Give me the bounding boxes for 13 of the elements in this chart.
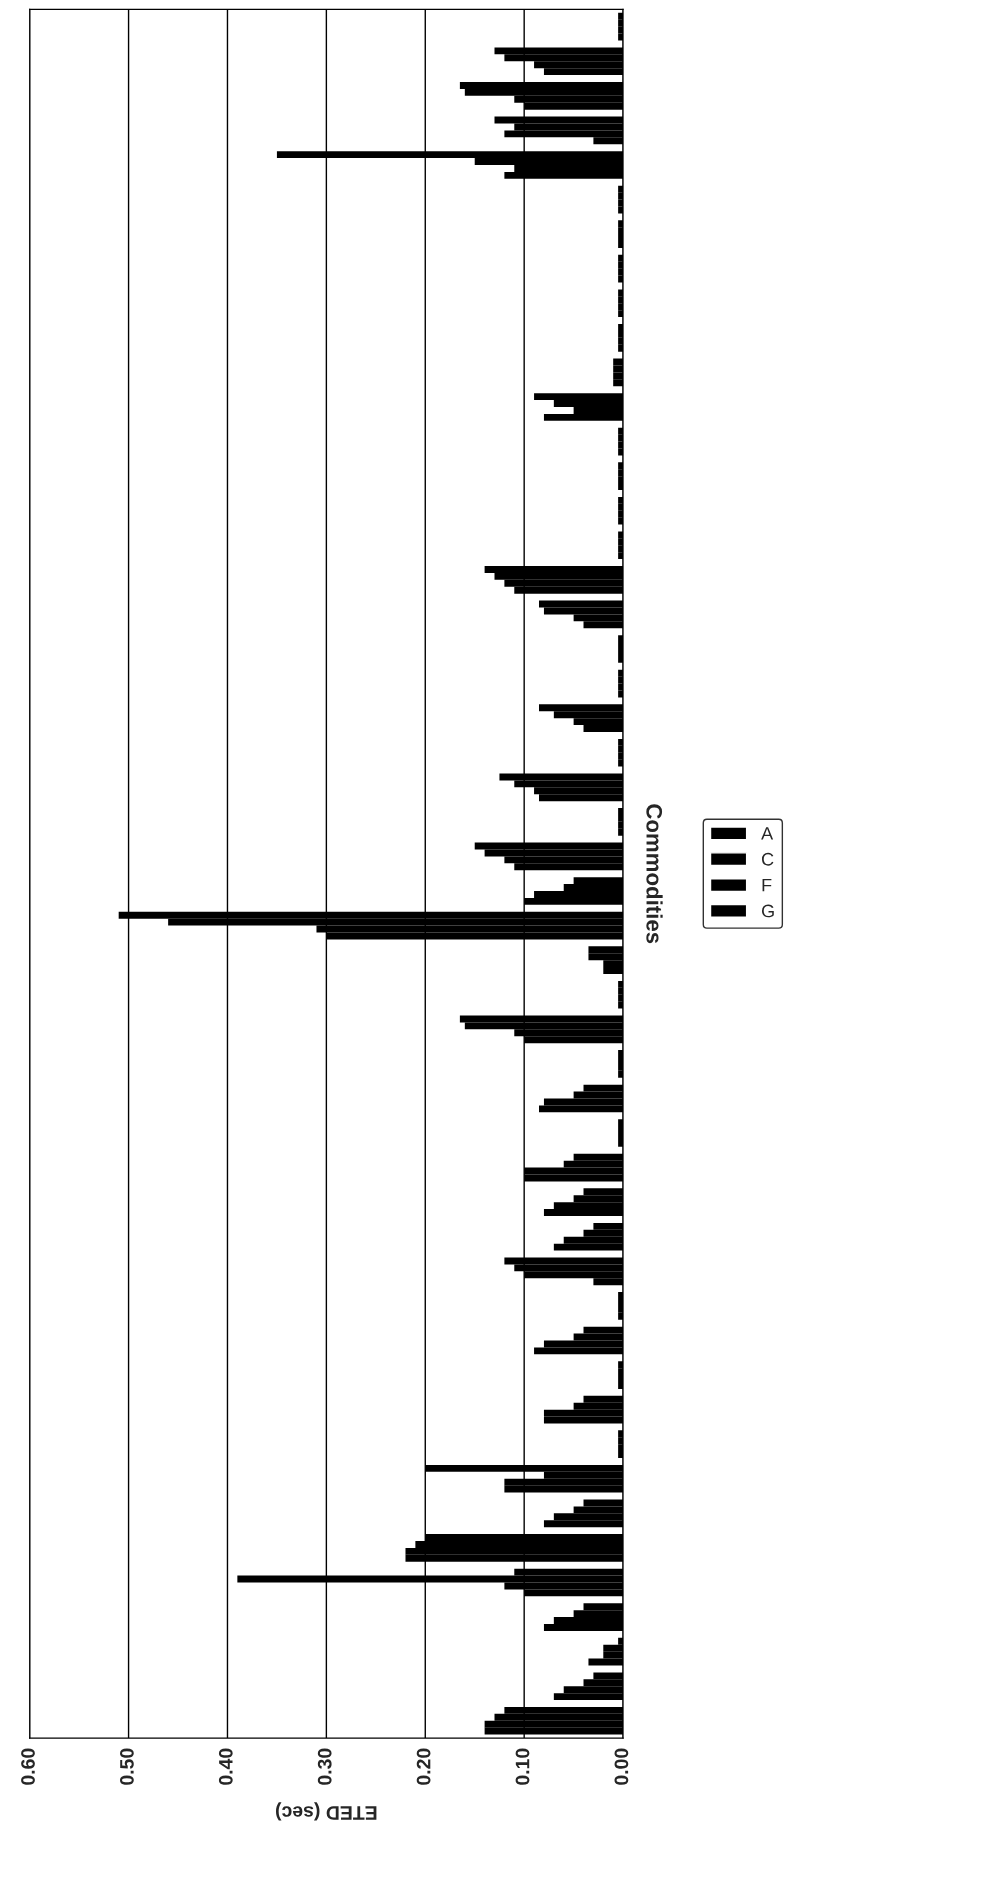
x-tick-label: 0.40 [218, 1748, 233, 1785]
x-tick-label: 0.00 [614, 1748, 629, 1785]
x-tick-label: 0.20 [416, 1748, 431, 1785]
x-tick-label: 0.30 [317, 1748, 332, 1785]
x-axis-title: ETED (sec) [276, 1802, 377, 1821]
legend-label: F [762, 878, 772, 892]
x-tick-label: 0.10 [515, 1748, 530, 1785]
y-axis-title: Commodities [646, 804, 663, 944]
x-tick-label: 0.50 [120, 1748, 134, 1785]
legend-label: G [761, 904, 774, 918]
x-tick-label: 0.60 [21, 1748, 35, 1785]
legend-label: C [762, 852, 774, 866]
legend-label: A [761, 827, 774, 840]
